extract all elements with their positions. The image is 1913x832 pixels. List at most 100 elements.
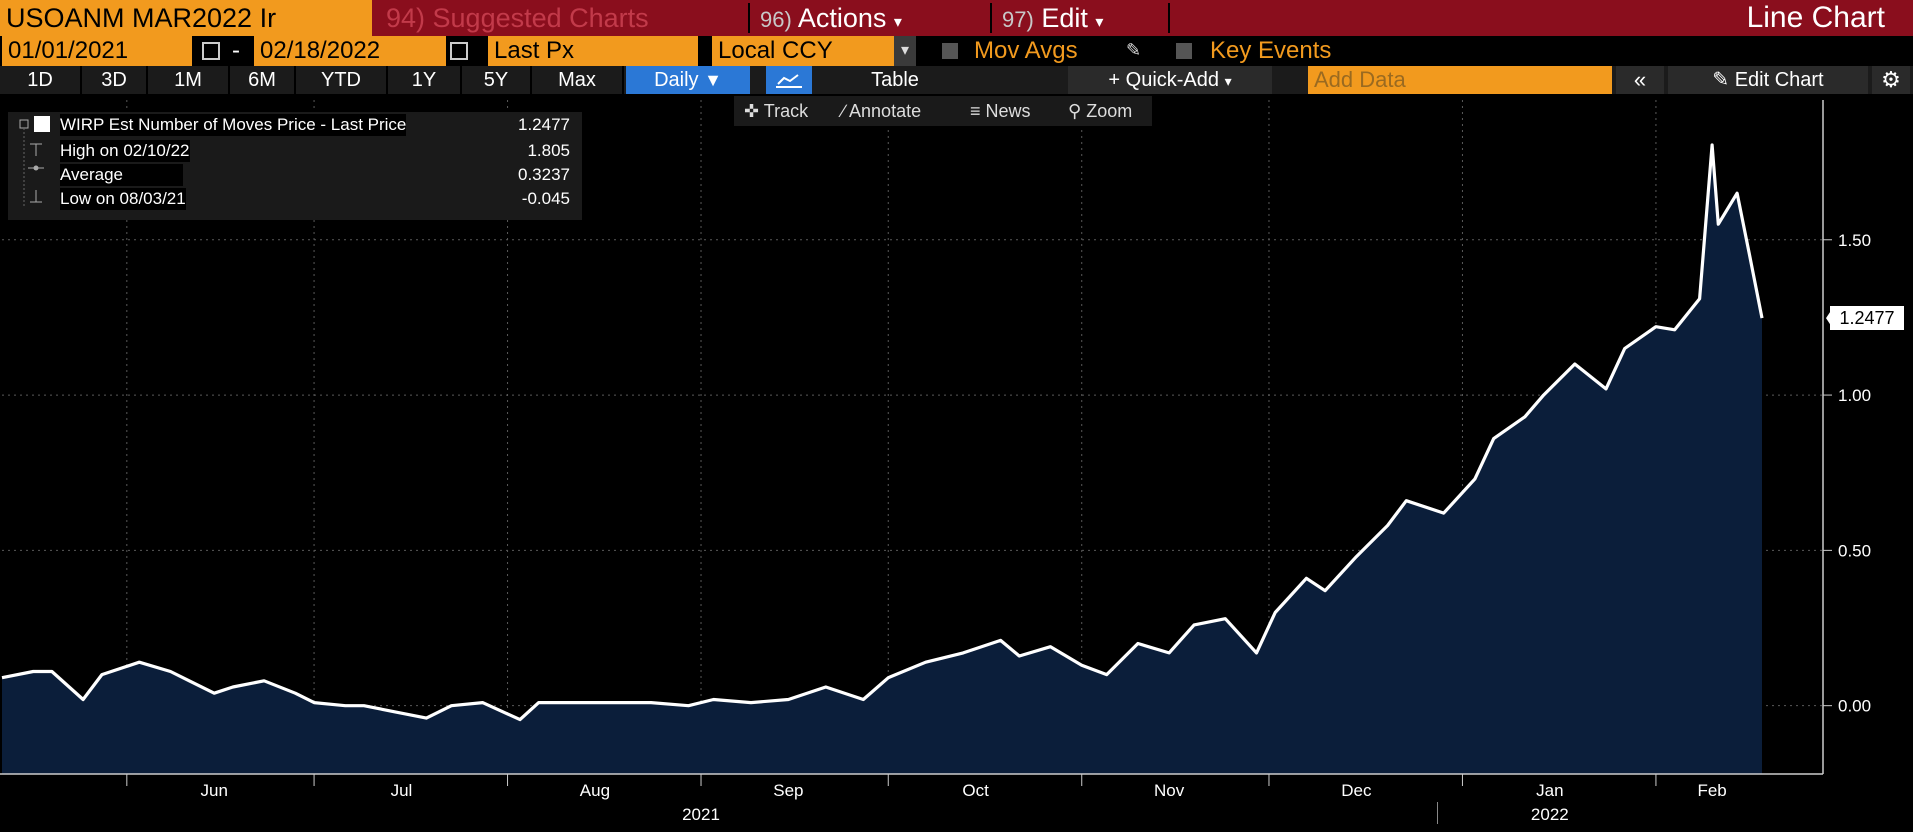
chart-type-title: Line Chart <box>1746 1 1885 34</box>
y-tick-label: 0.50 <box>1838 541 1871 560</box>
legend-low-value: -0.045 <box>521 189 570 208</box>
legend-high-label: High on 02/10/22 <box>60 140 190 162</box>
collapse-left-icon[interactable]: « <box>1616 66 1664 94</box>
pencil-icon: ✎ <box>1712 69 1730 91</box>
zoom-tool[interactable]: ⚲ Zoom <box>1068 96 1132 126</box>
toolbar-divider <box>80 66 82 94</box>
news-icon: ≡ <box>970 101 981 121</box>
frequency-select[interactable]: Daily ▼ <box>626 66 750 94</box>
annotate-label: Annotate <box>849 101 922 121</box>
line-chart: 0.00 0.50 1.00 1.50 Jun Jul Aug Sep Oct Nov Dec Jan… <box>0 100 1871 824</box>
series-area <box>2 145 1762 774</box>
chevron-down-icon: ▾ <box>893 14 902 31</box>
x-tick-label: Jul <box>391 781 413 800</box>
x-tick-label: Sep <box>773 781 803 800</box>
chevron-down-icon: ▼ <box>704 70 722 90</box>
actions-menu[interactable]: 96) Actions ▾ <box>752 0 982 36</box>
last-value-label: 1.2477 <box>1830 306 1904 331</box>
legend-average-label: Average <box>60 164 184 186</box>
table-button[interactable]: Table <box>820 66 970 94</box>
period-1y[interactable]: 1Y <box>388 66 460 94</box>
toolbar-divider <box>146 66 148 94</box>
legend-low-label: Low on 08/03/21 <box>60 188 186 210</box>
period-3d[interactable]: 3D <box>82 66 146 94</box>
line-chart-icon-svg <box>776 74 802 88</box>
annotate-tool[interactable]: ∕ Annotate <box>842 96 921 126</box>
period-1d[interactable]: 1D <box>0 66 80 94</box>
start-date-input[interactable]: 01/01/2021 <box>2 36 192 66</box>
x-year-label: 2022 <box>1531 805 1569 824</box>
period-5y[interactable]: 5Y <box>462 66 530 94</box>
edit-number: 97) <box>1002 7 1034 32</box>
y-tick-label: 1.00 <box>1838 386 1871 405</box>
chevron-down-icon: ▾ <box>1224 73 1232 89</box>
header-divider <box>1168 3 1170 33</box>
period-ytd[interactable]: YTD <box>296 66 386 94</box>
controls-bar: 01/01/2021 - 02/18/2022 Last Px Local CC… <box>0 36 1913 66</box>
calendar-icon[interactable] <box>450 42 468 60</box>
gear-icon[interactable]: ⚙ <box>1872 66 1910 94</box>
line-chart-icon[interactable] <box>766 66 812 94</box>
edit-chart-button[interactable]: ✎ Edit Chart <box>1668 66 1868 94</box>
x-tick-label: Jan <box>1536 781 1563 800</box>
toolbar-divider <box>228 66 230 94</box>
track-tool[interactable]: ✜ Track <box>744 96 808 126</box>
add-data-input[interactable]: Add Data <box>1308 66 1612 94</box>
legend-last-value: 1.2477 <box>518 115 570 134</box>
header-divider <box>990 3 992 33</box>
quick-add-button[interactable]: + Quick-Add ▾ <box>1068 66 1272 94</box>
suggested-charts-tab[interactable]: 94) Suggested Charts <box>386 3 649 33</box>
period-6m[interactable]: 6M <box>230 66 294 94</box>
legend-series-label: WIRP Est Number of Moves Price - Last Pr… <box>60 114 407 136</box>
x-tick-label: Oct <box>962 781 989 800</box>
toolbar-divider <box>530 66 532 94</box>
quick-add-label: Quick-Add <box>1125 69 1220 91</box>
toolbar-divider <box>622 66 624 94</box>
header-bar: USOANM MAR2022 Ir 94) Suggested Charts 9… <box>0 0 1913 36</box>
mov-avgs-label[interactable]: Mov Avgs <box>974 37 1078 64</box>
crosshair-icon: ✜ <box>744 101 760 121</box>
x-tick-label: Dec <box>1341 781 1372 800</box>
track-label: Track <box>763 101 809 121</box>
news-tool[interactable]: ≡ News <box>970 96 1031 126</box>
toolbar-divider <box>294 66 296 94</box>
toolbar-divider <box>386 66 388 94</box>
legend: WIRP Est Number of Moves Price - Last Pr… <box>8 112 582 220</box>
zoom-label: Zoom <box>1086 101 1133 121</box>
y-tick-label: 1.50 <box>1838 231 1871 250</box>
actions-number: 96) <box>760 7 792 32</box>
chevron-down-icon: ▾ <box>1095 14 1104 31</box>
ticker-field[interactable]: USOANM MAR2022 Ir <box>0 0 372 36</box>
toolbar: 1D 3D 1M 6M YTD 1Y 5Y Max Daily ▼ Table … <box>0 66 1913 94</box>
news-label: News <box>985 101 1031 121</box>
chevron-down-icon[interactable]: ▾ <box>894 36 916 66</box>
edit-chart-label: Edit Chart <box>1734 69 1824 91</box>
chart-tools: ✜ Track ∕ Annotate ≡ News ⚲ Zoom <box>734 96 1152 126</box>
period-max[interactable]: Max <box>532 66 622 94</box>
period-1m[interactable]: 1M <box>148 66 228 94</box>
actions-label: Actions <box>797 3 887 33</box>
x-tick-label: Feb <box>1697 781 1726 800</box>
mov-avgs-checkbox[interactable] <box>942 43 958 59</box>
collapse-icon[interactable] <box>19 119 29 129</box>
calendar-icon[interactable] <box>202 42 220 60</box>
legend-glyphs <box>19 116 50 208</box>
x-year-label: 2021 <box>682 805 720 824</box>
field-select[interactable]: Last Px <box>488 36 698 66</box>
toolbar-divider <box>460 66 462 94</box>
end-date-input[interactable]: 02/18/2022 <box>254 36 446 66</box>
series-swatch <box>34 116 50 132</box>
last-value-pointer <box>1826 312 1830 325</box>
date-dash: - <box>232 37 240 64</box>
frequency-label: Daily <box>654 69 699 91</box>
pencil-icon: ∕ <box>842 101 846 121</box>
currency-select[interactable]: Local CCY <box>712 36 894 66</box>
edit-label: Edit <box>1041 3 1088 33</box>
key-events-checkbox[interactable] <box>1176 43 1192 59</box>
pencil-icon[interactable]: ✎ <box>1126 40 1142 60</box>
legend-average-value: 0.3237 <box>518 165 570 184</box>
y-tick-label: 0.00 <box>1838 697 1871 716</box>
edit-menu[interactable]: 97) Edit ▾ <box>994 0 1164 36</box>
key-events-label[interactable]: Key Events <box>1210 37 1332 64</box>
legend-high-value: 1.805 <box>527 141 570 160</box>
